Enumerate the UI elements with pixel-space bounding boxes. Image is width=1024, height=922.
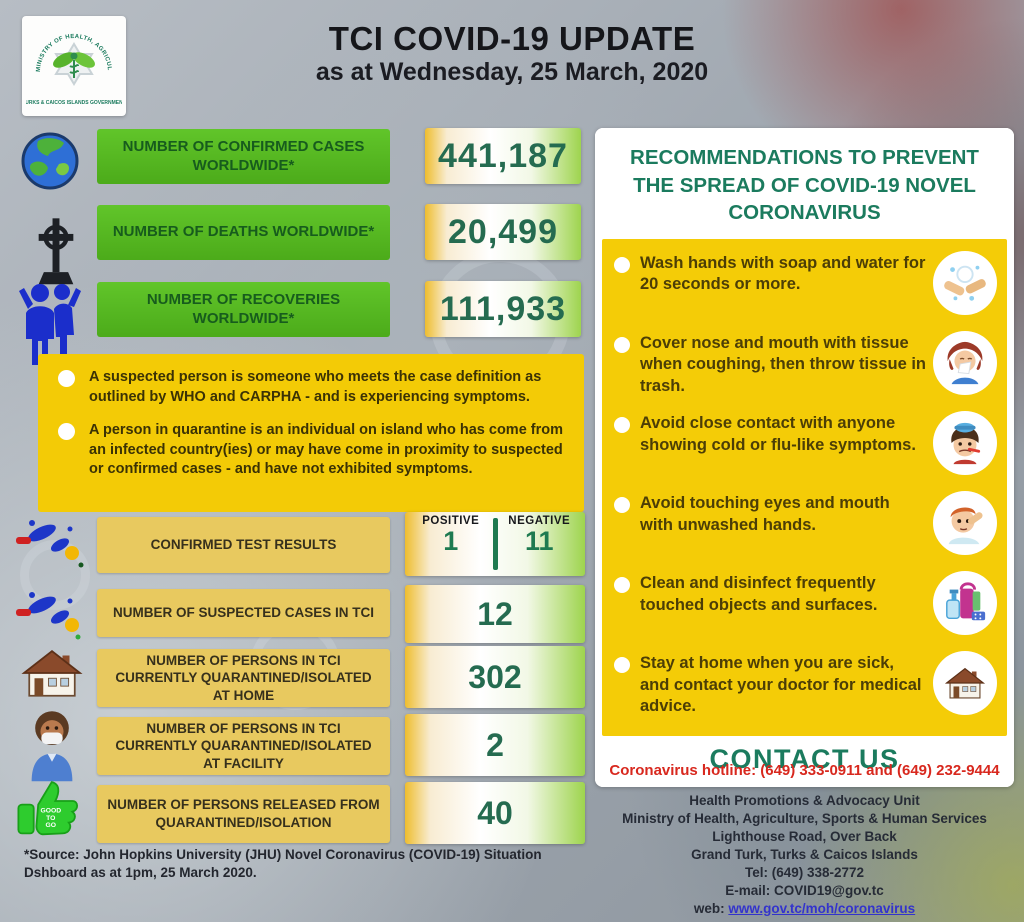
cleaning-supplies-icon — [933, 571, 997, 636]
ministry-logo: MINISTRY OF HEALTH, AGRICULTURE, SPORTS … — [22, 16, 126, 116]
stat-value-suspected-cases: 12 — [405, 585, 585, 643]
negative-value: 11 — [524, 526, 554, 556]
definitions-panel: A suspected person is someone who meets … — [38, 354, 584, 512]
definition-item: A person in quarantine is an individual … — [54, 421, 566, 480]
bullet-icon — [614, 497, 630, 514]
positive-label: POSITIVE — [422, 515, 480, 527]
stat-value-deaths-worldwide: 20,499 — [425, 204, 581, 260]
rec-text: Stay at home when you are sick, and cont… — [640, 654, 922, 716]
stat-value-confirmed-worldwide: 441,187 — [425, 128, 581, 184]
svg-text:GOOD: GOOD — [40, 808, 61, 815]
stat-label-quarantined-facility: NUMBER OF PERSONS IN TCI CURRENTLY QUARA… — [97, 717, 390, 775]
tci-map-icon — [6, 582, 92, 644]
contact-line-street: Lighthouse Road, Over Back — [712, 828, 897, 844]
test-results-box: POSITIVE 1 NEGATIVE 11 — [405, 512, 585, 576]
memorial-cross-icon — [30, 208, 82, 298]
definition-text: A person in quarantine is an individual … — [89, 422, 564, 478]
recommendations-title: RECOMMENDATIONS TO PREVENT THE SPREAD OF… — [595, 128, 1014, 240]
rec-item-wash-hands: Wash hands with soap and water for 20 se… — [612, 251, 997, 317]
globe-icon — [16, 127, 84, 195]
nurse-icon — [20, 704, 84, 784]
source-note: *Source: John Hopkins University (JHU) N… — [24, 847, 542, 881]
contact-line-tel: Tel: (649) 338-2772 — [744, 864, 865, 880]
rec-text: Clean and disinfect frequently touched o… — [640, 574, 878, 614]
bullet-icon — [614, 257, 630, 274]
contact-us-heading: CONTACT US — [595, 735, 1014, 787]
stat-label-confirmed-worldwide: NUMBER OF CONFIRMED CASES WORLDWIDE* — [97, 129, 390, 184]
bullet-icon — [614, 417, 630, 434]
bullet-icon — [614, 337, 630, 354]
page-title: TCI COVID-19 UPDATE — [328, 20, 696, 57]
web-label: web: — [693, 900, 725, 916]
result-divider — [492, 518, 498, 570]
bullet-icon — [614, 577, 630, 594]
positive-value: 1 — [443, 526, 459, 556]
stat-value-quarantined-home: 302 — [405, 646, 585, 708]
web-link[interactable]: www.gov.tc/moh/coronavirus — [728, 900, 916, 916]
stat-label-suspected-cases: NUMBER OF SUSPECTED CASES IN TCI — [97, 589, 390, 637]
rec-text: Cover nose and mouth with tissue when co… — [640, 334, 926, 395]
house-icon — [16, 642, 88, 704]
rec-text: Wash hands with soap and water for 20 se… — [640, 254, 926, 294]
stat-label-deaths-worldwide: NUMBER OF DEATHS WORLDWIDE* — [97, 205, 390, 260]
sick-person-icon — [933, 411, 997, 476]
negative-column: NEGATIVE 11 — [500, 514, 580, 574]
stat-label-released: NUMBER OF PERSONS RELEASED FROM QUARANTI… — [97, 785, 390, 843]
touch-eye-icon — [933, 491, 997, 556]
contact-line-email: E-mail: COVID19@gov.tc — [725, 882, 884, 898]
stat-value-released: 40 — [405, 782, 585, 844]
cover-nose-icon — [933, 331, 997, 396]
contact-line-unit: Health Promotions & Advocacy Unit — [689, 793, 920, 808]
recommendations-list: Wash hands with soap and water for 20 se… — [602, 239, 1007, 736]
stat-value-quarantined-facility: 2 — [405, 714, 585, 776]
rec-item-avoid-touching: Avoid touching eyes and mouth with unwas… — [612, 491, 997, 557]
svg-text:TURKS & CAICOS ISLANDS GOVERNM: TURKS & CAICOS ISLANDS GOVERNMENT — [26, 100, 122, 106]
definition-text: A suspected person is someone who meets … — [89, 369, 542, 405]
positive-column: POSITIVE 1 — [411, 514, 491, 574]
svg-text:GO: GO — [46, 822, 57, 829]
contact-line-ministry: Ministry of Health, Agriculture, Sports … — [622, 810, 987, 826]
rec-item-clean-disinfect: Clean and disinfect frequently touched o… — [612, 571, 997, 637]
contact-line-island: Grand Turk, Turks & Caicos Islands — [691, 846, 918, 862]
bullet-icon — [58, 423, 75, 441]
recommendations-panel: RECOMMENDATIONS TO PREVENT THE SPREAD OF… — [595, 128, 1014, 787]
stat-value-recoveries-worldwide: 111,933 — [425, 281, 581, 337]
svg-text:TO: TO — [46, 815, 55, 822]
stat-label-test-results: CONFIRMED TEST RESULTS — [97, 517, 390, 573]
rec-item-stay-home: Stay at home when you are sick, and cont… — [612, 651, 997, 717]
definition-item: A suspected person is someone who meets … — [54, 368, 566, 407]
hotline-text: Coronavirus hotline: (649) 333-0911 and … — [609, 762, 1000, 779]
rec-text: Avoid touching eyes and mouth with unwas… — [640, 494, 890, 534]
bullet-icon — [58, 370, 75, 387]
contact-block: Health Promotions & Advocacy Unit Minist… — [585, 792, 1024, 918]
stat-label-quarantined-home: NUMBER OF PERSONS IN TCI CURRENTLY QUARA… — [97, 649, 390, 707]
rec-text: Avoid close contact with anyone showing … — [640, 414, 916, 454]
ministry-logo-icon: MINISTRY OF HEALTH, AGRICULTURE, SPORTS … — [26, 20, 122, 106]
recovered-people-icon — [12, 276, 88, 368]
rec-item-avoid-contact: Avoid close contact with anyone showing … — [612, 411, 997, 477]
bullet-icon — [614, 657, 630, 674]
tci-map-icon — [6, 512, 92, 574]
stay-home-icon — [933, 651, 997, 716]
stat-label-recoveries-worldwide: NUMBER OF RECOVERIES WORLDWIDE* — [97, 282, 390, 337]
thumbs-up-icon: GOOD TO GO — [8, 773, 90, 847]
contact-line-web: web: www.gov.tc/moh/coronavirus — [585, 900, 1024, 918]
negative-label: NEGATIVE — [508, 515, 571, 527]
page-subtitle: as at Wednesday, 25 March, 2020 — [315, 58, 709, 86]
rec-item-cover-nose: Cover nose and mouth with tissue when co… — [612, 331, 997, 397]
wash-hands-icon — [933, 251, 997, 316]
